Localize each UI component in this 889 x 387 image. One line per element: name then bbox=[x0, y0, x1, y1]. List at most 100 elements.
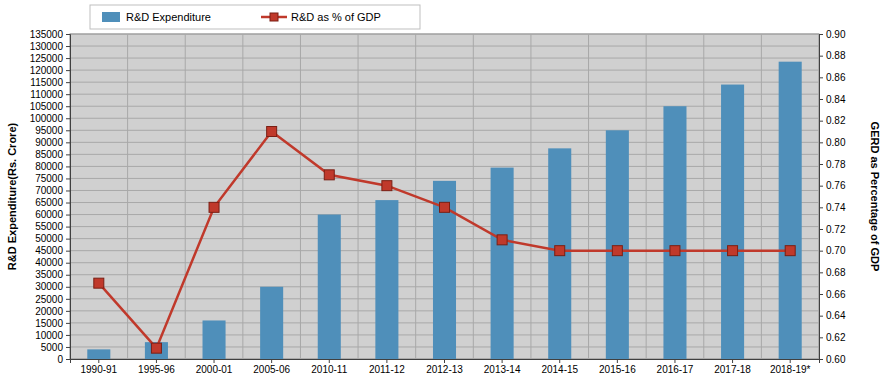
bar bbox=[375, 200, 398, 359]
tick: 45000 bbox=[35, 245, 70, 256]
grid-line bbox=[70, 166, 819, 167]
tick: 80000 bbox=[35, 161, 70, 172]
grid-line bbox=[70, 106, 819, 107]
grid-line bbox=[70, 142, 819, 143]
tick: 2010-11 bbox=[311, 359, 347, 375]
grid-line bbox=[70, 46, 819, 47]
tick-mark bbox=[66, 154, 70, 155]
tick-label: 55000 bbox=[35, 221, 63, 232]
grid-line bbox=[70, 94, 819, 95]
tick-label: 105000 bbox=[30, 101, 64, 112]
tick-label: 5000 bbox=[41, 342, 64, 353]
tick-label: 1990-91 bbox=[80, 364, 117, 375]
tick-mark bbox=[819, 56, 823, 57]
tick-mark bbox=[66, 70, 70, 71]
category-divider bbox=[646, 34, 647, 359]
tick: 0.60 bbox=[819, 354, 846, 365]
tick-label: 80000 bbox=[35, 161, 63, 172]
tick: 115000 bbox=[30, 77, 70, 88]
tick-mark bbox=[66, 311, 70, 312]
grid-line bbox=[70, 58, 819, 59]
tick-label: 0.88 bbox=[826, 50, 846, 61]
tick: 0.68 bbox=[819, 267, 846, 278]
grid bbox=[70, 34, 819, 359]
y-axis: 0500010000150002000025000300003500040000… bbox=[30, 29, 71, 365]
tick-label: 1995-96 bbox=[138, 364, 175, 375]
tick-label: 75000 bbox=[35, 173, 63, 184]
grid-line bbox=[70, 130, 819, 131]
legend-label: R&D Expenditure bbox=[126, 11, 211, 23]
tick-mark bbox=[329, 359, 330, 363]
tick: 75000 bbox=[35, 173, 70, 184]
tick: 125000 bbox=[30, 53, 70, 64]
marker bbox=[555, 246, 565, 256]
tick: 2017-18 bbox=[714, 359, 751, 375]
tick-mark bbox=[732, 359, 733, 363]
chart: 0500010000150002000025000300003500040000… bbox=[0, 0, 889, 387]
tick-mark bbox=[66, 251, 70, 252]
tick: 2016-17 bbox=[657, 359, 694, 375]
tick: 35000 bbox=[35, 269, 70, 280]
marker bbox=[440, 202, 450, 212]
tick-mark bbox=[819, 99, 823, 100]
tick: 85000 bbox=[35, 149, 70, 160]
legend-box bbox=[90, 5, 420, 29]
tick: 95000 bbox=[35, 125, 70, 136]
tick-label: 25000 bbox=[35, 294, 63, 305]
tick-label: 2017-18 bbox=[714, 364, 751, 375]
tick-label: 0.64 bbox=[826, 310, 846, 321]
axis-line bbox=[820, 35, 824, 360]
x-axis: 1990-911995-962000-012005-062010-112011-… bbox=[71, 359, 820, 375]
tick: 2012-13 bbox=[426, 359, 463, 375]
legend-swatch bbox=[102, 12, 120, 22]
tick-mark bbox=[66, 203, 70, 204]
tick-label: 130000 bbox=[30, 41, 64, 52]
tick-mark bbox=[617, 359, 618, 363]
tick: 120000 bbox=[30, 65, 70, 76]
tick-mark bbox=[66, 58, 70, 59]
grid-line bbox=[70, 154, 819, 155]
tick: 2000-01 bbox=[196, 359, 233, 375]
tick-label: 0.60 bbox=[826, 354, 846, 365]
tick: 15000 bbox=[35, 318, 70, 329]
tick-mark bbox=[66, 34, 70, 35]
category-divider bbox=[588, 34, 589, 359]
legend: R&D ExpenditureR&D as % of GDP bbox=[90, 5, 420, 29]
tick: 1990-91 bbox=[80, 359, 117, 375]
tick-label: 115000 bbox=[30, 77, 63, 88]
tick-label: 0.72 bbox=[826, 224, 846, 235]
tick: 0.84 bbox=[819, 94, 846, 105]
tick: 2014-15 bbox=[541, 359, 578, 375]
tick-label: 60000 bbox=[35, 209, 63, 220]
tick-label: 30000 bbox=[35, 281, 63, 292]
tick: 2013-14 bbox=[484, 359, 521, 375]
bar bbox=[779, 62, 802, 359]
marker bbox=[267, 127, 277, 137]
tick-label: 0.68 bbox=[826, 267, 846, 278]
tick-label: 90000 bbox=[35, 137, 63, 148]
tick-mark bbox=[819, 164, 823, 165]
grid-line bbox=[70, 70, 819, 71]
grid-line bbox=[70, 178, 819, 179]
tick-mark bbox=[66, 190, 70, 191]
tick: 0.72 bbox=[819, 224, 846, 235]
tick: 0.88 bbox=[819, 50, 846, 61]
tick-label: 0.82 bbox=[826, 115, 846, 126]
tick-label: 0.74 bbox=[826, 202, 846, 213]
tick-mark bbox=[214, 359, 215, 363]
tick-mark bbox=[98, 359, 99, 363]
legend-item: R&D Expenditure bbox=[102, 11, 211, 23]
tick-mark bbox=[66, 142, 70, 143]
tick-mark bbox=[66, 215, 70, 216]
tick: 5000 bbox=[41, 342, 70, 353]
tick: 55000 bbox=[35, 221, 70, 232]
tick: 130000 bbox=[30, 41, 70, 52]
category-divider bbox=[473, 34, 474, 359]
tick: 0.78 bbox=[819, 159, 846, 170]
tick: 0.64 bbox=[819, 310, 846, 321]
tick-mark bbox=[66, 263, 70, 264]
tick-label: 2016-17 bbox=[657, 364, 694, 375]
marker bbox=[209, 202, 219, 212]
tick: 2018-19* bbox=[770, 359, 811, 375]
tick-label: 2018-19* bbox=[770, 364, 811, 375]
